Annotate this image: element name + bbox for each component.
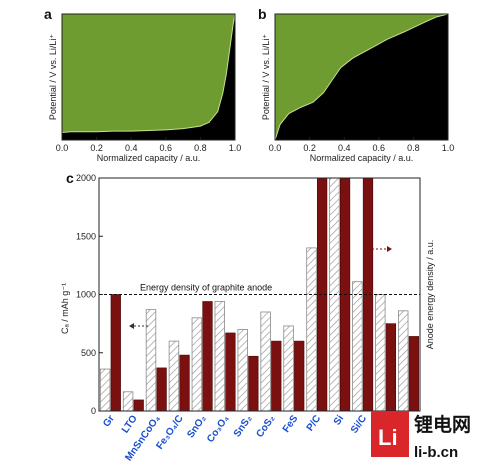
y-axis-label-left: Cₐ / mAh g⁻¹ xyxy=(60,283,70,334)
bar-hatched-7 xyxy=(260,311,271,412)
y-tick-label: 0 xyxy=(91,406,96,416)
category-label-0: Gr xyxy=(101,413,117,429)
panel-label-c: c xyxy=(66,170,74,186)
category-label-11: Si/C xyxy=(349,413,369,435)
panel-b-chart: 0.0 0.2 0.4 0.6 0.8 1.0 Normalized capacity / … xyxy=(261,13,455,163)
watermark-logo-box xyxy=(371,411,409,457)
x-tick-label: 0.4 xyxy=(125,143,138,153)
x-axis-label: Normalized capacity / a.u. xyxy=(97,153,201,163)
panel-label-b: b xyxy=(258,6,267,22)
y-tick-label: 1000 xyxy=(76,290,96,300)
bar-dark-3 xyxy=(179,354,190,412)
bar-hatched-4 xyxy=(191,317,203,412)
potential-curve xyxy=(61,13,236,133)
category-label-5: Co₃O₄ xyxy=(205,413,232,444)
watermark-url: li-b.cn xyxy=(414,444,458,461)
bar-dark-8 xyxy=(294,340,305,412)
x-axis-label: Normalized capacity / a.u. xyxy=(310,153,414,163)
area-below-fill xyxy=(62,14,235,140)
category-label-1: LTO xyxy=(120,413,140,435)
bar-dark-13 xyxy=(408,336,419,412)
bar-hatched-8 xyxy=(283,325,294,412)
watermark: Li 锂电网 li-b.cn xyxy=(371,411,471,461)
x-tick-label: 0.6 xyxy=(373,143,386,153)
bar-hatched-5 xyxy=(214,301,226,412)
bar-hatched-0 xyxy=(99,368,111,412)
y-axis-label: Potential / V vs. Li/Li⁺ xyxy=(48,34,58,121)
x-tick-label: 0.8 xyxy=(194,143,207,153)
bar-dark-7 xyxy=(271,340,282,412)
x-tick-label: 0.2 xyxy=(303,143,316,153)
bar-dark-2 xyxy=(156,367,167,412)
plot-frame xyxy=(61,13,236,141)
x-tick-label: 0.8 xyxy=(407,143,420,153)
x-tick-label: 0.4 xyxy=(338,143,351,153)
bar-dark-0 xyxy=(110,294,121,412)
y-tick-label: 2000 xyxy=(76,173,96,183)
panel-label-a: a xyxy=(44,6,52,22)
x-tick-label: 0.2 xyxy=(90,143,103,153)
bar-hatched-6 xyxy=(237,329,248,412)
potential-curve xyxy=(274,13,449,141)
right-arrow-head xyxy=(387,246,392,252)
y-axis-label: Potential / V vs. Li/Li⁺ xyxy=(261,34,271,121)
x-tick-label: 1.0 xyxy=(229,143,242,153)
panel-a-chart: 0.0 0.2 0.4 0.6 0.8 1.0 Normalized capacity / … xyxy=(48,13,242,163)
category-label-6: SnS₂ xyxy=(232,413,255,439)
x-tick-label: 0.0 xyxy=(56,143,69,153)
bar-dark-1 xyxy=(133,399,144,412)
reference-annotation: Energy density of graphite anode xyxy=(140,283,272,293)
bar-hatched-12 xyxy=(375,294,386,412)
annotation-bg xyxy=(137,281,303,293)
x-tick-label: 0.6 xyxy=(160,143,173,153)
bar-dark-12 xyxy=(385,323,397,412)
left-arrow-head xyxy=(129,323,134,329)
watermark-cn-text: 锂电网 xyxy=(414,413,471,436)
y-tick-label: 500 xyxy=(81,348,96,358)
bar-hatched-3 xyxy=(168,340,180,412)
bar-dark-4 xyxy=(202,301,213,412)
bar-hatched-11 xyxy=(352,281,363,412)
bar-hatched-1 xyxy=(122,391,134,412)
y-tick-label: 1500 xyxy=(76,231,96,241)
bar-hatched-13 xyxy=(398,310,409,412)
category-label-10: Si xyxy=(332,413,347,427)
bar-dark-6 xyxy=(248,355,259,412)
category-label-8: FeS xyxy=(281,413,301,435)
bar-hatched-2 xyxy=(145,309,157,412)
watermark-logo-letter: Li xyxy=(378,425,398,450)
category-label-9: P/C xyxy=(305,413,324,433)
area-above-fill xyxy=(62,14,235,140)
x-tick-label: 1.0 xyxy=(442,143,455,153)
x-tick-label: 0.0 xyxy=(269,143,282,153)
plot-frame xyxy=(274,13,449,141)
area-below-fill xyxy=(275,14,448,140)
y-axis-label-right: Anode energy density / a.u. xyxy=(425,240,435,350)
bar-dark-5 xyxy=(225,332,236,412)
category-label-7: CoS₂ xyxy=(254,413,277,439)
category-label-4: SnO₂ xyxy=(185,413,208,440)
bar-hatched-9 xyxy=(306,247,317,412)
